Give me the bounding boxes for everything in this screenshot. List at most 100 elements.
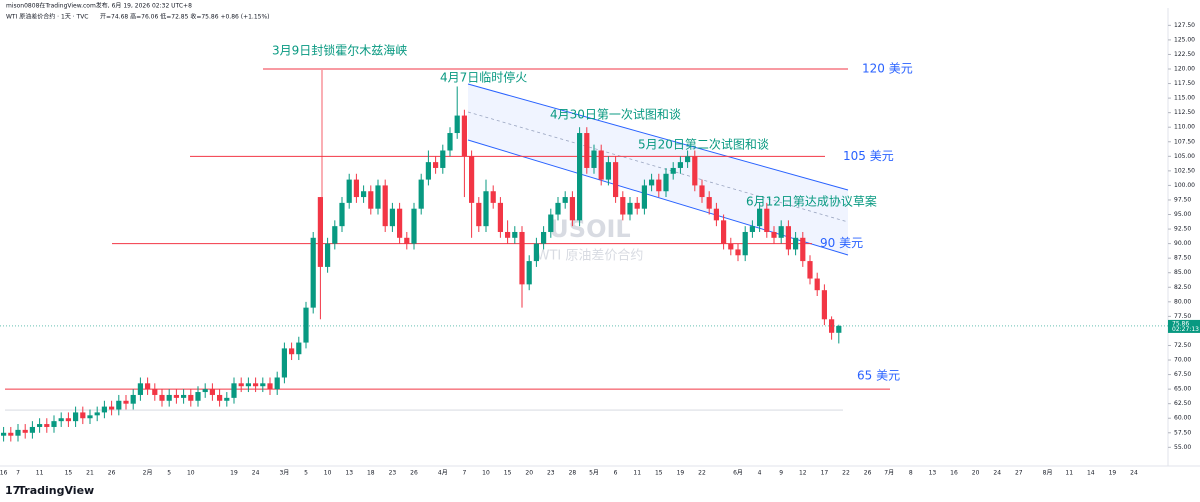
channel-bottom xyxy=(467,139,849,256)
candle-body xyxy=(469,156,475,203)
candle-body xyxy=(497,202,503,232)
candle-body xyxy=(58,418,64,422)
candle-body xyxy=(555,202,561,215)
candle-body xyxy=(296,342,302,355)
candle-body xyxy=(65,418,71,422)
candle-body xyxy=(785,226,791,250)
candle-body xyxy=(440,150,446,168)
candle-body xyxy=(238,383,244,387)
y-tick-label: 82.50 xyxy=(1174,284,1191,291)
candle-body xyxy=(253,383,259,387)
candle-body xyxy=(663,173,669,192)
x-tick-label: 8月 xyxy=(1043,470,1053,477)
x-tick-label: 16 xyxy=(0,470,8,477)
candle-body xyxy=(620,197,626,215)
candle-body xyxy=(605,162,611,180)
x-tick-label: 19 xyxy=(230,470,238,477)
candle-body xyxy=(51,421,57,427)
y-tick-label: 57.50 xyxy=(1174,429,1191,436)
candle-body xyxy=(483,191,489,227)
y-tick-label: 65.00 xyxy=(1174,386,1191,393)
candle-body xyxy=(562,197,568,203)
x-tick-label: 6 xyxy=(614,470,618,477)
x-tick-label: 26 xyxy=(864,470,872,477)
x-tick-label: 2月 xyxy=(143,470,153,477)
price-tag xyxy=(1168,319,1200,333)
candle-body xyxy=(87,415,93,419)
candle-body xyxy=(656,179,662,192)
x-tick-label: 20 xyxy=(525,470,533,477)
x-tick-label: 20 xyxy=(972,470,980,477)
candle-body xyxy=(267,383,273,390)
candle-body xyxy=(634,202,640,209)
annotation: 5月20日第二次试图和谈 xyxy=(638,137,769,152)
candle-body xyxy=(29,426,35,433)
candle-body xyxy=(332,226,338,244)
x-tick-label: 5月 xyxy=(589,470,599,477)
annotation: 4月7日临时停火 xyxy=(440,70,527,85)
candle-body xyxy=(224,397,230,401)
candle-body xyxy=(116,400,122,410)
candle-body xyxy=(476,202,482,227)
x-tick-label: 6月 xyxy=(733,470,743,477)
candle-body xyxy=(800,237,806,262)
x-tick-label: 24 xyxy=(252,470,260,477)
candle-body xyxy=(735,249,741,256)
candle-body xyxy=(771,231,777,238)
y-tick-label: 87.50 xyxy=(1174,255,1191,262)
y-tick-label: 115.00 xyxy=(1174,95,1195,102)
candle-body xyxy=(757,208,763,227)
candle-body xyxy=(303,307,309,343)
y-tick-label: 55.00 xyxy=(1174,444,1191,451)
channel-fill xyxy=(468,84,848,255)
candle-body xyxy=(274,377,280,390)
x-tick-label: 13 xyxy=(929,470,937,477)
y-tick-label: 70.00 xyxy=(1174,357,1191,364)
x-tick-label: 22 xyxy=(698,470,706,477)
candle-body xyxy=(202,389,208,393)
candle-body xyxy=(281,348,287,378)
candle-body xyxy=(764,208,770,232)
y-tick-label: 62.50 xyxy=(1174,400,1191,407)
y-tick-label: 127.50 xyxy=(1174,22,1195,29)
x-tick-label: 28 xyxy=(569,470,577,477)
y-tick-label: 117.50 xyxy=(1174,80,1195,87)
x-tick-label: 11 xyxy=(1065,470,1073,477)
x-tick-label: 7 xyxy=(16,470,20,477)
candle-body xyxy=(22,429,28,433)
candle-body xyxy=(37,424,43,427)
candle-body xyxy=(245,383,251,387)
candle-body xyxy=(188,394,194,401)
candle-body xyxy=(454,115,460,134)
x-tick-label: 23 xyxy=(547,470,555,477)
x-tick-label: 13 xyxy=(345,470,353,477)
annotation: 3月9日封锁霍尔木兹海峡 xyxy=(272,43,407,58)
y-tick-label: 92.50 xyxy=(1174,226,1191,233)
candle-body xyxy=(80,412,86,419)
candle-body xyxy=(389,208,395,227)
level-label: 90 美元 xyxy=(820,236,863,250)
x-tick-label: 15 xyxy=(504,470,512,477)
candle-body xyxy=(217,394,223,401)
candle-body xyxy=(742,231,748,256)
candle-body xyxy=(289,348,295,355)
candle-body xyxy=(685,156,691,163)
x-tick-label: 7月 xyxy=(884,470,894,477)
candle-body xyxy=(317,197,323,267)
candle-body xyxy=(73,412,79,422)
x-tick-label: 24 xyxy=(993,470,1001,477)
channel-top xyxy=(467,83,849,191)
candle-body xyxy=(649,179,655,186)
y-tick-label: 85.00 xyxy=(1174,269,1191,276)
candle-body xyxy=(778,226,784,238)
y-tick-label: 72.50 xyxy=(1174,342,1191,349)
candle-body xyxy=(404,237,410,244)
candle-body xyxy=(728,243,734,250)
candle-body xyxy=(821,290,827,320)
candle-body xyxy=(152,389,158,395)
symbol: WTI 原油差价合约 · 1天 · TVC xyxy=(6,13,89,21)
candle-body xyxy=(181,394,187,398)
x-tick-label: 15 xyxy=(65,470,73,477)
